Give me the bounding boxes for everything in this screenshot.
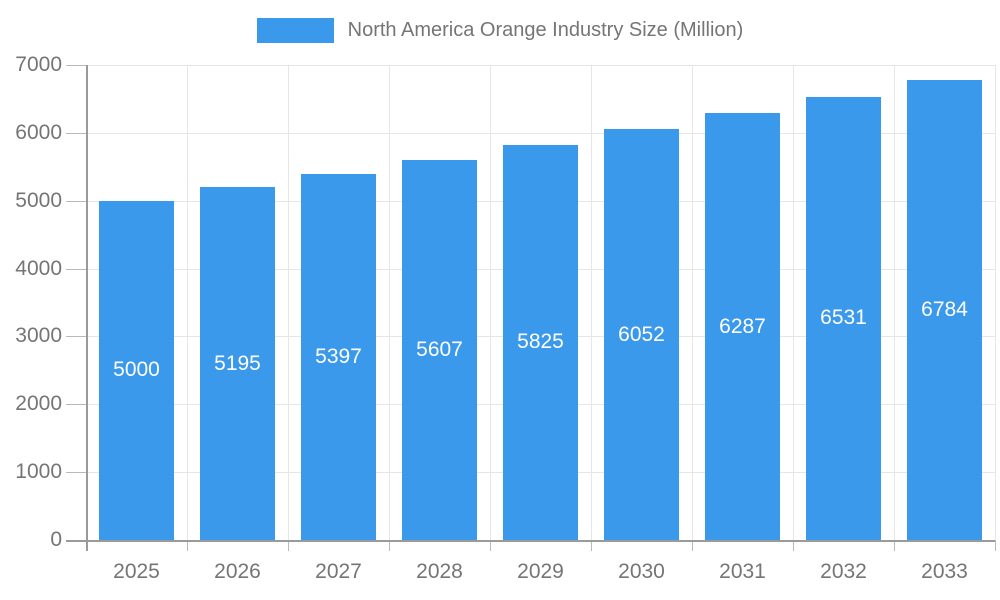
y-axis-label: 1000 — [15, 460, 62, 484]
y-axis-tick — [66, 200, 86, 202]
y-axis-label: 5000 — [15, 188, 62, 212]
x-axis-label: 2028 — [416, 560, 463, 583]
bar[interactable] — [604, 129, 679, 540]
legend[interactable]: North America Orange Industry Size (Mill… — [0, 18, 1000, 43]
x-axis-label: 2033 — [921, 560, 968, 583]
x-axis-line — [66, 540, 995, 542]
x-axis-label: 2025 — [113, 560, 160, 583]
x-axis-tick — [490, 540, 491, 551]
x-axis-label: 2031 — [719, 560, 766, 583]
y-axis-tick — [66, 472, 86, 474]
bar[interactable] — [503, 144, 578, 540]
bar-value-label: 6531 — [820, 306, 867, 330]
y-axis-label: 6000 — [15, 120, 62, 144]
gridline-vertical — [389, 65, 390, 540]
bar-value-label: 5607 — [416, 337, 463, 361]
bar-value-label: 5195 — [214, 351, 261, 375]
x-axis-tick — [591, 540, 592, 551]
bar[interactable] — [200, 187, 275, 540]
x-axis-label: 2027 — [315, 560, 362, 583]
bar-value-label: 5000 — [113, 358, 160, 382]
x-axis-tick — [995, 540, 996, 551]
y-axis-label: 7000 — [15, 53, 62, 76]
bar[interactable] — [907, 79, 982, 540]
gridline-vertical — [288, 65, 289, 540]
y-axis-tick — [66, 336, 86, 338]
x-axis-label: 2026 — [214, 560, 261, 583]
y-axis-label: 0 — [50, 528, 62, 551]
gridline-horizontal — [86, 65, 995, 66]
x-axis-tick — [389, 540, 390, 551]
y-axis-tick — [66, 268, 86, 270]
y-axis-label: 4000 — [15, 256, 62, 280]
bar-value-label: 6287 — [719, 314, 766, 338]
bar[interactable] — [301, 173, 376, 540]
gridline-vertical — [490, 65, 491, 540]
bar-value-label: 6052 — [618, 322, 665, 346]
gridline-vertical — [591, 65, 592, 540]
y-axis-tick — [66, 65, 86, 66]
x-axis-tick — [288, 540, 289, 551]
gridline-vertical — [894, 65, 895, 540]
gridline-vertical — [187, 65, 188, 540]
gridline-horizontal — [86, 132, 995, 134]
x-axis-tick — [692, 540, 693, 551]
y-axis-label: 2000 — [15, 392, 62, 416]
bar-value-label: 6784 — [921, 297, 968, 321]
y-axis-tick — [66, 404, 86, 406]
x-axis-label: 2030 — [618, 560, 665, 583]
bar-value-label: 5397 — [315, 344, 362, 368]
legend-label: North America Orange Industry Size (Mill… — [347, 19, 744, 41]
bar-value-label: 5825 — [517, 330, 564, 354]
gridline-vertical — [692, 65, 693, 540]
y-axis-tick — [66, 132, 86, 134]
bar[interactable] — [806, 96, 881, 540]
y-axis-label: 3000 — [15, 324, 62, 348]
x-axis-label: 2032 — [820, 560, 867, 583]
x-axis-tick — [187, 540, 188, 551]
legend-swatch[interactable] — [256, 18, 334, 43]
x-axis-label: 2029 — [517, 560, 564, 583]
x-axis-tick — [793, 540, 794, 551]
gridline-vertical — [995, 65, 996, 540]
x-axis-tick — [894, 540, 895, 551]
y-axis-line — [86, 65, 88, 551]
gridline-vertical — [793, 65, 794, 540]
bar[interactable] — [99, 200, 174, 540]
bar[interactable] — [402, 159, 477, 540]
bar[interactable] — [705, 113, 780, 540]
